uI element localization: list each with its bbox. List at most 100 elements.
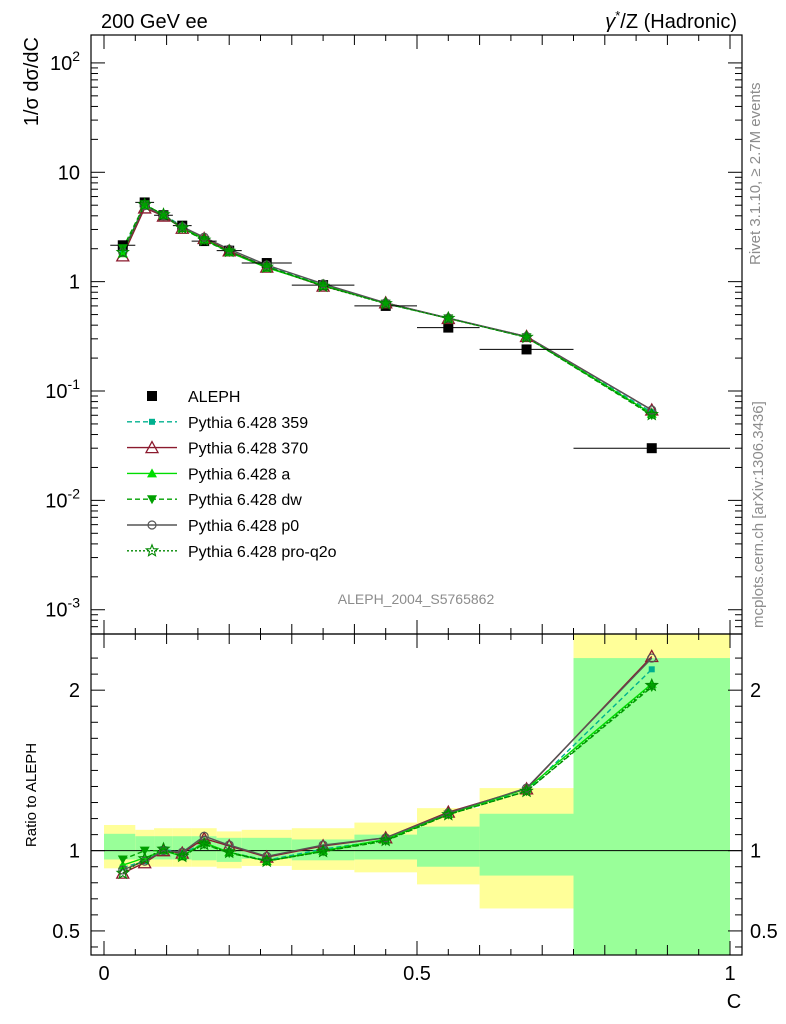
header-right-star: * [615,8,620,23]
bottom-xtick-label-2: 1 [724,963,735,985]
band-inner-11 [573,658,730,955]
bottom-xtick-label-0: 0 [98,963,109,985]
top-ytick-label-0: 10-3 [45,595,80,622]
point-pproq2o-10 [519,329,534,344]
header-right: γ*/Z (Hadronic) [605,8,737,33]
top-ytick-exp-5: 2 [72,48,80,64]
legend: ALEPH Pythia 6.428 359 Pythia 6.428 370 Pyt… [127,389,337,561]
point-pproq2o-0 [115,244,130,259]
point-pp0-2 [158,211,169,221]
point-pproq2o-4 [197,232,212,247]
legend-marker-p370 [144,440,160,454]
ratio-point-pdw-1 [139,846,150,856]
ratio-point-pp0-5 [224,840,234,850]
mcplots-label: mcplots.cern.ch [arXiv:1306.3436] [750,401,767,628]
legend-marker-pdw [147,495,157,505]
ratio-point-pp0-4 [199,831,209,841]
point-pp0-1 [140,201,150,211]
legend-marker-pproq2o [144,543,160,557]
top-ytick-label-3: 1 [69,272,80,294]
bottom-ytick-label-r-0: 0.5 [750,921,778,943]
top-ytick-exp-0: -3 [68,595,81,611]
top-ytick-label-4: 10 [58,162,80,184]
ratio-point-pproq2o-2 [156,841,171,856]
point-pproq2o-3 [175,220,190,235]
ratio-point-pdw-0 [117,855,128,865]
ratio-line-pdw [122,686,653,862]
top-ytick-base-0: 10 [45,600,67,622]
point-pproq2o-6 [259,259,274,274]
ratio-point-pp0-3 [177,847,187,857]
ratio-point-pproq2o-11 [644,677,659,692]
legend-marker-pp0 [147,520,157,530]
bottom-ytick-label-2: 2 [69,680,80,702]
top-ytick-exp-1: -2 [68,485,81,501]
legend-marker-pa [147,468,157,478]
point-p370-7 [316,278,331,292]
top-ytick-label-2: 10-1 [45,376,80,403]
bottom-ytick-label-r-2: 2 [750,680,761,702]
ratio-bands [91,634,742,955]
ratio-point-p359-11 [648,666,655,673]
point-pproq2o-8 [378,296,393,310]
band-inner-10 [479,813,574,876]
bottom-ytick-label-0: 0.5 [52,921,80,943]
band-inner-9 [417,826,480,867]
main-series [110,197,730,454]
band-inner-0 [104,833,136,860]
point-pdw-3 [177,224,188,234]
ratio-point-pproq2o-10 [519,783,534,798]
legend-marker-p359 [149,418,155,425]
top-ytick-base-2: 10 [45,381,67,403]
ratio-point-pdw-5 [224,849,235,859]
legend-label-p370: Pythia 6.428 370 [188,441,308,458]
point-pp0-11 [647,405,657,415]
ratio-point-pproq2o-3 [175,848,190,863]
ratio-point-pp0-7 [318,840,328,850]
ratio-point-pp0-2 [158,846,169,856]
point-pproq2o-1 [137,197,152,211]
header-right-gamma: γ [605,11,616,33]
top-ytick-exp-2: -1 [68,376,81,392]
ratio-point-pproq2o-1 [137,851,152,865]
top-ytick-label-5: 102 [50,48,80,75]
point-pproq2o-11 [644,407,659,421]
top-ylabel: 1/σ dσ/dC [21,37,43,126]
bottom-xtick-label-1: 0.5 [403,963,431,985]
bottom-ytick-label-1: 1 [69,841,80,863]
point-pdw-2 [158,211,169,221]
point-data-10 [521,344,532,355]
point-pproq2o-5 [222,243,237,258]
ratio-point-pproq2o-4 [197,836,212,851]
ratio-line-pproq2o [122,684,653,874]
legend-label-p359: Pythia 6.428 359 [188,415,308,432]
ratio-series [115,649,659,880]
analysis-id: ALEPH_2004_S5765862 [338,591,495,607]
point-pproq2o-2 [156,207,171,221]
point-p370-6 [259,259,274,273]
header-right-rest: /Z (Hadronic) [620,11,737,33]
ratio-point-pproq2o-6 [259,853,274,868]
ratio-point-pproq2o-5 [222,844,237,859]
ratio-point-pproq2o-8 [378,832,393,847]
point-data-11 [646,443,657,454]
bottom-xlabel: C [727,991,741,1013]
legend-marker-data [147,391,157,401]
legend-label-pproq2o: Pythia 6.428 pro-q2o [188,544,337,561]
ratio-point-pp0-11 [647,653,657,663]
line-pproq2o [122,203,653,416]
point-pproq2o-9 [441,310,456,325]
legend-label-data: ALEPH [188,389,240,406]
top-ytick-label-1: 10-2 [45,485,80,512]
ratio-point-pproq2o-9 [441,807,456,821]
legend-label-pp0: Pythia 6.428 p0 [188,518,299,535]
rivet-label: Rivet 3.1.10, ≥ 2.7M events [747,83,764,266]
top-ytick-base-5: 10 [50,53,72,75]
legend-label-pa: Pythia 6.428 a [188,466,290,483]
ratio-point-pp0-6 [262,851,272,861]
point-pproq2o-7 [315,278,331,293]
bottom-ylabel: Ratio to ALEPH [23,743,40,847]
point-data-9 [443,322,454,333]
